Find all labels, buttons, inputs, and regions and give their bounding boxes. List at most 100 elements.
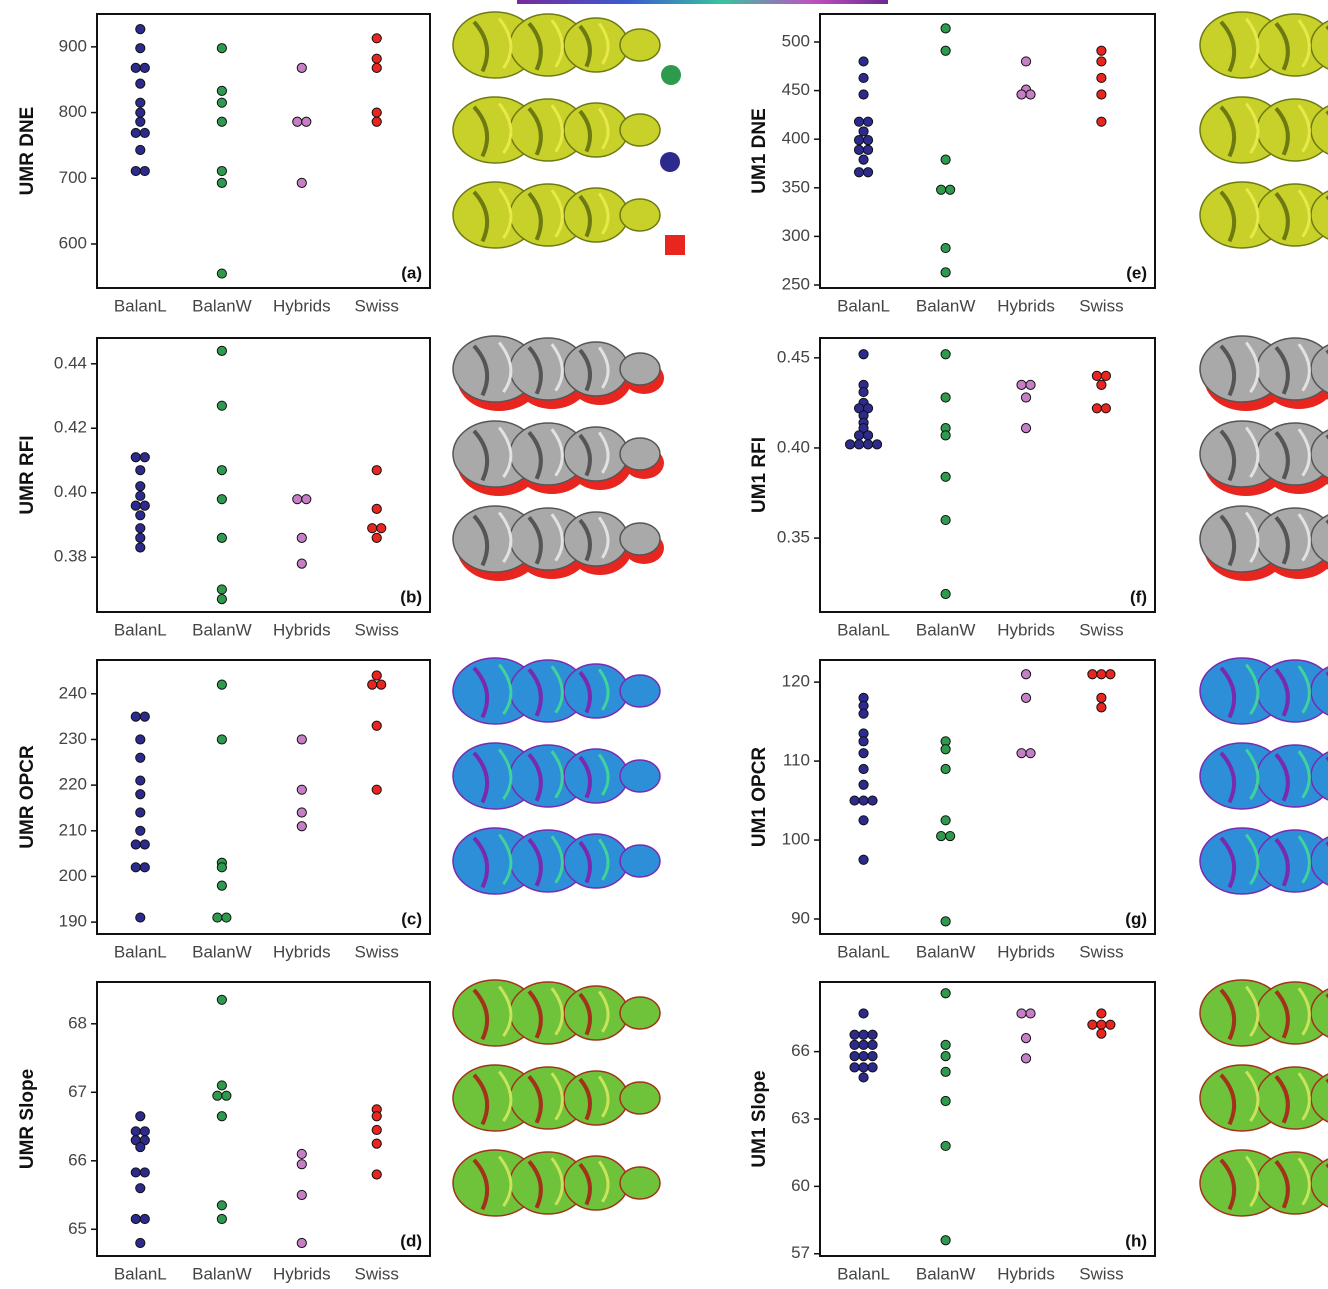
data-point (1101, 371, 1110, 380)
x-tick-label: BalanW (916, 620, 976, 639)
data-point (1097, 90, 1106, 99)
data-point (941, 24, 950, 33)
data-point (136, 44, 145, 53)
x-tick-label: Swiss (355, 1264, 399, 1283)
tooth-lobe (564, 1071, 628, 1125)
tooth-image (1200, 182, 1328, 248)
data-point (845, 440, 854, 449)
data-point (297, 1149, 306, 1158)
data-point (372, 533, 381, 542)
data-point (377, 524, 386, 533)
data-point (217, 495, 226, 504)
data-point (868, 1040, 877, 1049)
data-point (131, 712, 140, 721)
data-point (217, 585, 226, 594)
data-point (377, 680, 386, 689)
data-point (854, 117, 863, 126)
data-point (131, 501, 140, 510)
tooth-lobe (620, 997, 660, 1029)
y-tick-label: 450 (782, 80, 810, 99)
x-tick-label: BalanL (114, 942, 167, 961)
data-point (859, 749, 868, 758)
colorbar-fragment (517, 0, 888, 4)
data-point (131, 840, 140, 849)
data-point (941, 1052, 950, 1061)
x-tick-label: BalanL (837, 620, 890, 639)
y-axis-label: UMR DNE (17, 107, 38, 196)
y-tick-label: 350 (782, 177, 810, 196)
data-point (140, 1127, 149, 1136)
data-point (372, 63, 381, 72)
data-point (136, 145, 145, 154)
data-point (863, 440, 872, 449)
tooth-lobe (564, 834, 628, 888)
data-point (850, 1040, 859, 1049)
data-point (297, 63, 306, 72)
tooth-lobe (620, 29, 660, 61)
data-point (302, 117, 311, 126)
y-tick-label: 0.42 (54, 418, 87, 437)
tooth-image (1200, 421, 1328, 496)
data-point (941, 472, 950, 481)
tooth-lobe (564, 18, 628, 72)
data-point (863, 117, 872, 126)
data-point (217, 401, 226, 410)
data-point (859, 73, 868, 82)
data-point (217, 863, 226, 872)
data-point (217, 533, 226, 542)
data-point (372, 1125, 381, 1134)
x-tick-label: BalanL (837, 1264, 890, 1283)
data-point (293, 117, 302, 126)
data-point (136, 108, 145, 117)
data-point (850, 1052, 859, 1061)
data-point (1097, 73, 1106, 82)
data-point (859, 780, 868, 789)
data-point (1106, 1020, 1115, 1029)
y-tick-label: 68 (68, 1013, 87, 1032)
x-tick-label: BalanW (192, 1264, 252, 1283)
y-tick-label: 210 (59, 820, 87, 839)
data-point (372, 1170, 381, 1179)
data-point (1097, 380, 1106, 389)
data-point (217, 680, 226, 689)
y-tick-label: 65 (68, 1219, 87, 1238)
data-point (136, 913, 145, 922)
data-point (136, 735, 145, 744)
data-point (1021, 424, 1030, 433)
data-point (1092, 404, 1101, 413)
y-axis-label: UM1 RFI (749, 437, 770, 513)
data-point (868, 1052, 877, 1061)
tooth-image (1200, 506, 1328, 581)
data-point (217, 1081, 226, 1090)
y-axis-label: UMR Slope (17, 1069, 38, 1169)
x-tick-label: BalanL (114, 1264, 167, 1283)
data-point (217, 44, 226, 53)
data-point (1017, 749, 1026, 758)
data-point (222, 1091, 231, 1100)
data-point (1017, 380, 1026, 389)
data-point (941, 155, 950, 164)
data-point (297, 178, 306, 187)
x-tick-label: Hybrids (273, 620, 331, 639)
y-tick-label: 110 (783, 751, 810, 770)
data-point (937, 831, 946, 840)
y-tick-label: 300 (782, 226, 810, 245)
data-point (1026, 749, 1035, 758)
data-point (372, 34, 381, 43)
tooth-image (1200, 828, 1328, 894)
y-tick-label: 57 (791, 1243, 810, 1262)
x-tick-label: Swiss (355, 296, 399, 315)
data-point (1097, 703, 1106, 712)
data-point (1097, 1020, 1106, 1029)
data-point (859, 816, 868, 825)
data-point (941, 1096, 950, 1105)
data-point (854, 145, 863, 154)
data-point (136, 1184, 145, 1193)
panel-label: (d) (400, 1231, 422, 1250)
data-point (863, 431, 872, 440)
data-point (217, 269, 226, 278)
data-point (1021, 57, 1030, 66)
y-tick-label: 120 (782, 672, 810, 691)
tooth-image (453, 980, 660, 1046)
data-point (140, 1168, 149, 1177)
